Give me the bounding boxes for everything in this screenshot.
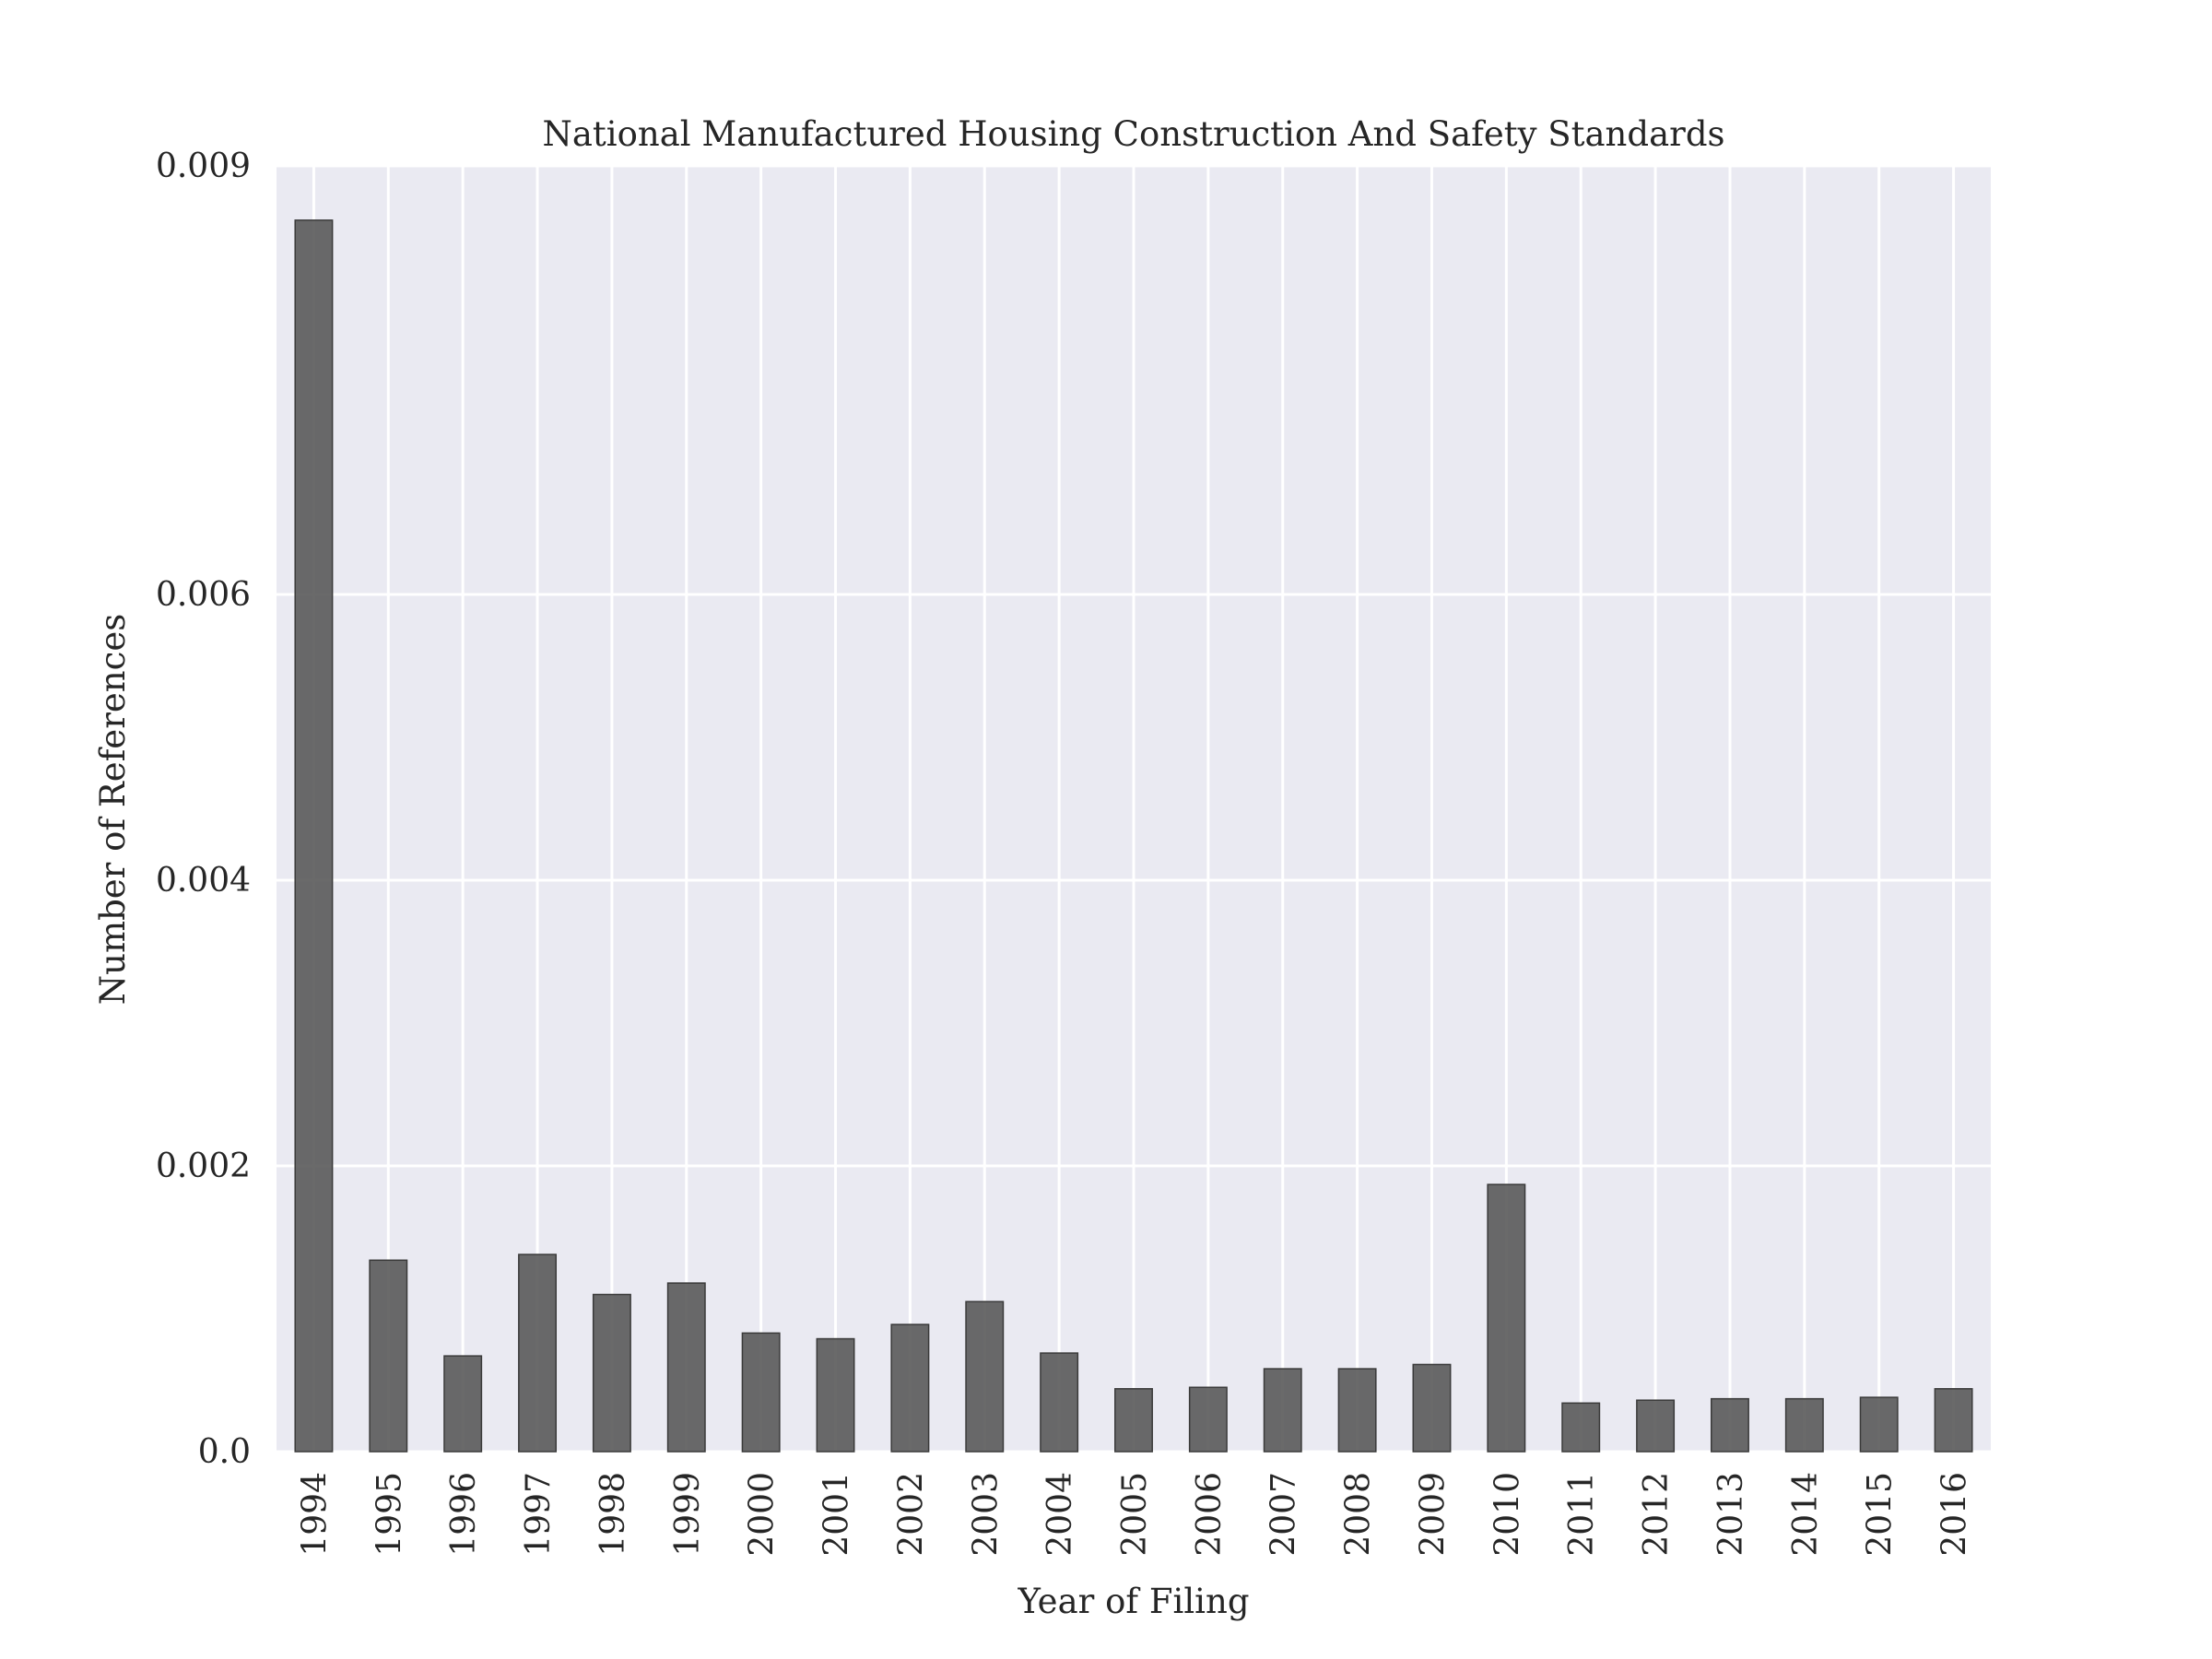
y-axis-ticks: 0.0 0.002 0.004 0.006 0.009 bbox=[156, 147, 251, 1471]
x-tick-label: 2003 bbox=[967, 1472, 1005, 1557]
x-tick-label: 1996 bbox=[445, 1472, 483, 1557]
bar-1997 bbox=[518, 1253, 558, 1453]
bar-2000 bbox=[741, 1332, 781, 1453]
x-tick-label: 2002 bbox=[892, 1472, 930, 1557]
y-tick-label: 0.006 bbox=[156, 576, 251, 614]
x-tick-label: 2009 bbox=[1414, 1472, 1452, 1557]
x-tick-label: 1995 bbox=[371, 1472, 408, 1557]
bar-1999 bbox=[666, 1282, 706, 1453]
x-tick-label: 1999 bbox=[669, 1472, 707, 1557]
bar-2016 bbox=[1934, 1388, 1973, 1453]
x-tick-label: 2000 bbox=[744, 1472, 782, 1557]
bar-2012 bbox=[1636, 1399, 1676, 1453]
x-tick-label: 1994 bbox=[296, 1472, 334, 1557]
bar-1996 bbox=[443, 1355, 483, 1453]
y-tick-label: 0.002 bbox=[156, 1147, 251, 1185]
bar-2003 bbox=[965, 1300, 1005, 1453]
x-tick-label: 2013 bbox=[1712, 1472, 1750, 1557]
bar-2011 bbox=[1561, 1402, 1601, 1453]
bar-2009 bbox=[1412, 1363, 1452, 1453]
x-tick-label: 2004 bbox=[1041, 1472, 1079, 1557]
bars bbox=[294, 219, 1973, 1453]
bar-2001 bbox=[816, 1337, 855, 1453]
bar-2015 bbox=[1859, 1396, 1899, 1453]
bar-1995 bbox=[369, 1259, 408, 1453]
x-tick-label: 2006 bbox=[1191, 1472, 1229, 1557]
x-tick-label: 1998 bbox=[594, 1472, 632, 1557]
chart-title: National Manufactured Housing Constructi… bbox=[543, 114, 1725, 154]
y-tick-label: 0.0 bbox=[198, 1433, 251, 1471]
bar-2007 bbox=[1263, 1368, 1302, 1453]
x-tick-label: 2015 bbox=[1862, 1472, 1900, 1557]
bar-2006 bbox=[1188, 1386, 1228, 1453]
bar-2013 bbox=[1710, 1397, 1749, 1453]
x-axis-ticks: 1994 1995 1996 1997 1998 1999 2000 2001 2002 2003… bbox=[296, 1472, 1973, 1557]
bar-2005 bbox=[1114, 1388, 1153, 1453]
y-tick-label: 0.004 bbox=[156, 862, 251, 900]
x-tick-label: 2010 bbox=[1488, 1472, 1526, 1557]
x-tick-label: 2016 bbox=[1936, 1472, 1974, 1557]
x-tick-label: 2005 bbox=[1116, 1472, 1154, 1557]
x-tick-label: 2001 bbox=[818, 1472, 856, 1557]
bar-2010 bbox=[1487, 1183, 1526, 1453]
bar-2002 bbox=[890, 1324, 930, 1453]
x-axis-title: Year of Filing bbox=[1017, 1582, 1249, 1621]
y-tick-label: 0.009 bbox=[156, 147, 251, 185]
bar-2008 bbox=[1337, 1368, 1377, 1453]
bar-2014 bbox=[1784, 1397, 1824, 1453]
x-tick-label: 2012 bbox=[1638, 1472, 1676, 1557]
bar-1994 bbox=[294, 219, 334, 1453]
bar-1998 bbox=[592, 1293, 631, 1453]
x-tick-label: 2007 bbox=[1265, 1472, 1303, 1557]
y-axis-title: Number of References bbox=[93, 614, 133, 1005]
grid bbox=[276, 164, 1991, 1453]
x-tick-label: 1997 bbox=[520, 1472, 558, 1557]
x-tick-label: 2008 bbox=[1340, 1472, 1378, 1557]
x-tick-label: 2014 bbox=[1787, 1472, 1825, 1557]
bar-2004 bbox=[1040, 1352, 1079, 1453]
x-tick-label: 2011 bbox=[1563, 1472, 1601, 1557]
